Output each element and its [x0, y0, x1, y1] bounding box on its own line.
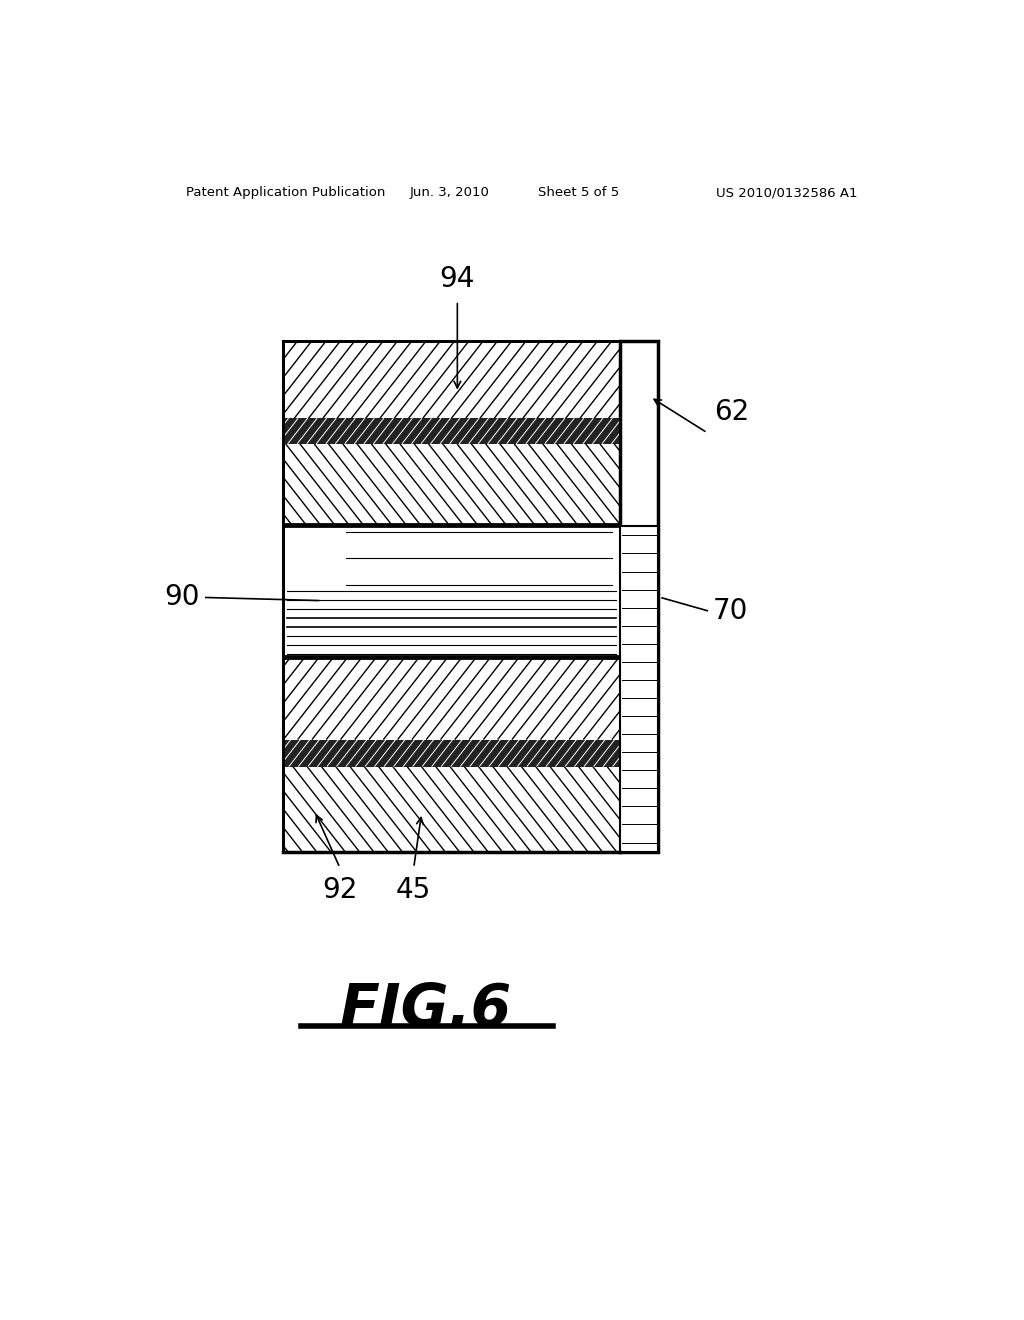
Text: 45: 45 [396, 876, 431, 904]
Text: FIG.6: FIG.6 [340, 981, 512, 1038]
Bar [283, 444, 620, 524]
Bar [283, 659, 620, 739]
Bar [283, 418, 620, 444]
Bar [283, 739, 620, 767]
Text: Patent Application Publication: Patent Application Publication [186, 186, 385, 199]
Text: 90: 90 [164, 583, 200, 611]
Text: 94: 94 [439, 264, 475, 293]
Text: 92: 92 [323, 876, 357, 904]
Text: US 2010/0132586 A1: US 2010/0132586 A1 [716, 186, 857, 199]
Bar [283, 342, 620, 418]
Bar [283, 342, 620, 524]
Bar [620, 342, 658, 851]
Text: Sheet 5 of 5: Sheet 5 of 5 [539, 186, 620, 199]
Bar [620, 527, 658, 851]
Text: Jun. 3, 2010: Jun. 3, 2010 [410, 186, 489, 199]
Bar [283, 659, 620, 851]
Text: 62: 62 [714, 397, 749, 426]
Bar [283, 527, 620, 656]
Bar [283, 767, 620, 851]
Text: 70: 70 [713, 597, 749, 624]
